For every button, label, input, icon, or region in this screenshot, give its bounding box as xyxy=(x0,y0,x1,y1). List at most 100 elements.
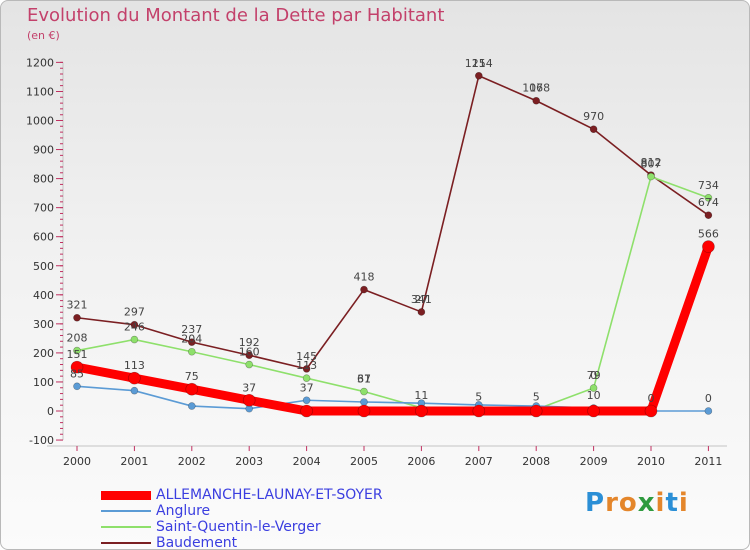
data-label: 566 xyxy=(698,228,719,241)
data-label: 321 xyxy=(67,299,88,312)
data-point-allemanche-launay-et-soyer xyxy=(357,404,371,418)
x-tick-label: 2004 xyxy=(293,455,321,468)
x-tick-label: 2000 xyxy=(63,455,91,468)
data-label: 160 xyxy=(239,346,260,359)
data-point-anglure xyxy=(360,398,368,406)
data-point-saint-quentin-le-verger xyxy=(704,193,713,202)
data-label: 79 xyxy=(587,369,601,382)
logo-letter: i xyxy=(655,488,666,518)
data-label: 0 xyxy=(648,392,655,405)
data-label: 246 xyxy=(124,321,145,334)
data-label: 5 xyxy=(533,391,540,404)
y-tick-label: 1100 xyxy=(26,85,54,98)
data-label: 237 xyxy=(181,323,202,336)
legend-swatch xyxy=(101,542,151,544)
x-tick-label: 2002 xyxy=(178,455,206,468)
data-label: 0 xyxy=(590,369,597,382)
logo-letter: x xyxy=(637,488,656,518)
data-point-baudement xyxy=(130,320,139,329)
data-point-anglure xyxy=(73,382,81,391)
data-label: 21 xyxy=(472,57,486,70)
data-point-allemanche-launay-et-soyer xyxy=(300,404,313,418)
data-label: 37 xyxy=(242,381,256,394)
x-tick-label: 2010 xyxy=(637,455,665,468)
data-label: 418 xyxy=(354,271,375,284)
y-tick-label: 700 xyxy=(33,202,54,215)
logo-letter: P xyxy=(585,488,606,518)
data-point-baudement xyxy=(73,313,81,322)
y-tick-label: 200 xyxy=(33,347,54,360)
y-tick-label: -100 xyxy=(29,434,54,447)
data-label: 85 xyxy=(70,367,84,380)
x-tick-label: 2003 xyxy=(235,455,263,468)
series-line-baudement xyxy=(76,74,710,370)
y-tick-label: 900 xyxy=(33,144,54,157)
data-point-allemanche-launay-et-soyer xyxy=(415,404,428,418)
data-label: 31 xyxy=(357,373,371,386)
data-label: 5 xyxy=(475,391,482,404)
legend-swatch xyxy=(101,510,151,512)
y-tick-label: 0 xyxy=(47,405,54,418)
series-layer xyxy=(70,71,715,418)
chart-subtitle: (en €) xyxy=(27,29,60,42)
data-point-allemanche-launay-et-soyer xyxy=(128,371,141,385)
data-label: 17 xyxy=(529,82,543,95)
data-point-allemanche-launay-et-soyer xyxy=(587,404,600,418)
series-baudement xyxy=(73,71,713,373)
data-point-allemanche-launay-et-soyer xyxy=(702,240,715,253)
data-label: 1154 xyxy=(465,57,493,70)
y-tick-label: 100 xyxy=(33,376,54,389)
data-point-baudement xyxy=(704,211,713,220)
data-point-allemanche-launay-et-soyer xyxy=(242,393,256,407)
data-label: 151 xyxy=(67,348,88,361)
x-tick-label: 2001 xyxy=(120,455,148,468)
data-label: 113 xyxy=(296,359,317,372)
data-label: 113 xyxy=(124,359,145,372)
data-point-baudement xyxy=(417,308,426,316)
data-label: 970 xyxy=(583,110,604,123)
data-label: 208 xyxy=(67,332,88,345)
y-tick-label: 600 xyxy=(33,231,54,244)
data-point-allemanche-launay-et-soyer xyxy=(185,382,199,396)
data-label: 807 xyxy=(641,158,662,171)
data-point-saint-quentin-le-verger xyxy=(73,346,81,355)
data-point-baudement xyxy=(360,285,368,294)
data-label: 204 xyxy=(181,333,202,346)
data-point-baudement xyxy=(188,338,196,346)
data-point-saint-quentin-le-verger xyxy=(302,374,311,382)
data-label: 0 xyxy=(705,392,712,405)
data-label: 10 xyxy=(587,389,601,402)
chart-axes: -100010020030040050060070080090010001100… xyxy=(26,56,727,468)
series-saint-quentin-le-verger xyxy=(73,172,713,414)
data-label: 37 xyxy=(300,381,314,394)
data-label: 297 xyxy=(124,306,145,319)
legend-label: ALLEMANCHE-LAUNAY-ET-SOYER xyxy=(156,487,383,503)
data-point-saint-quentin-le-verger xyxy=(188,347,196,356)
data-label: 1068 xyxy=(522,82,550,95)
data-point-allemanche-launay-et-soyer xyxy=(70,360,84,374)
logo-letter: i xyxy=(678,488,689,518)
data-label: 341 xyxy=(411,293,432,306)
data-point-allemanche-launay-et-soyer xyxy=(529,404,543,418)
data-point-anglure xyxy=(704,407,713,415)
data-label: 11 xyxy=(414,389,428,402)
data-point-baudement xyxy=(302,365,311,373)
x-tick-label: 2007 xyxy=(465,455,493,468)
data-point-baudement xyxy=(532,96,541,105)
data-point-saint-quentin-le-verger xyxy=(360,387,368,396)
series-line-allemanche-launay-et-soyer xyxy=(72,242,713,416)
data-point-saint-quentin-le-verger xyxy=(130,335,139,344)
y-tick-label: 1000 xyxy=(26,115,54,128)
legend-label: Baudement xyxy=(156,535,238,550)
data-label: 67 xyxy=(357,373,371,386)
data-label: 145 xyxy=(296,350,317,363)
data-point-anglure xyxy=(302,396,311,405)
x-tick-label: 2011 xyxy=(694,455,722,468)
logo-letter: r xyxy=(605,488,619,518)
data-label: 674 xyxy=(698,196,719,209)
data-label: 734 xyxy=(698,179,719,192)
data-point-baudement xyxy=(474,71,483,80)
data-point-saint-quentin-le-verger xyxy=(589,384,598,392)
y-tick-label: 500 xyxy=(33,260,54,273)
x-tick-label: 2006 xyxy=(407,455,435,468)
